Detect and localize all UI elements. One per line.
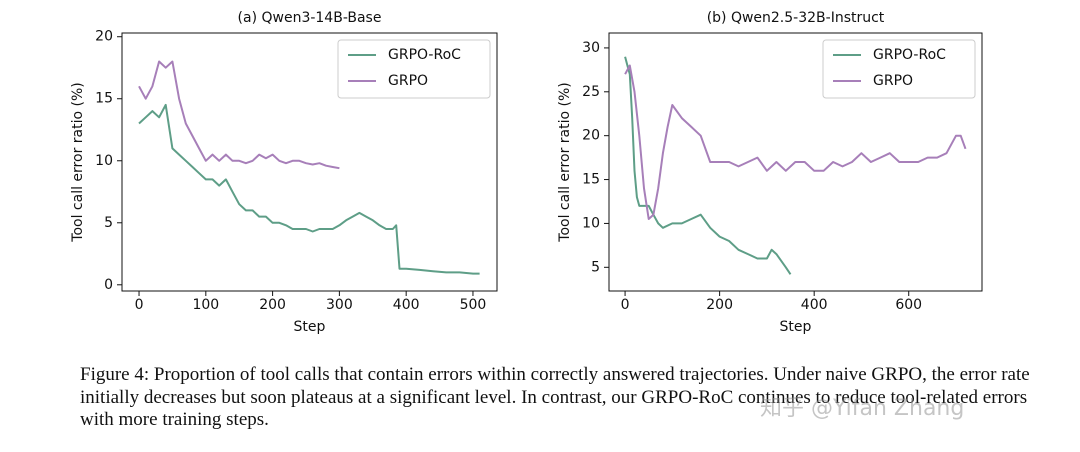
x-tick-label: 400 (801, 297, 828, 313)
axes-frame (121, 32, 498, 292)
figure-caption: Figure 4: Proportion of tool calls that … (80, 364, 1030, 430)
y-tick-label: 15 (95, 91, 113, 107)
watermark: 知乎 @Yifan Zhang (760, 396, 965, 421)
chart-title: (a) Qwen3-14B-Base (238, 10, 382, 26)
chart-title: (b) Qwen2.5-32B-Instruct (707, 10, 885, 26)
legend-label: GRPO-RoC (388, 47, 461, 63)
x-tick-label: 0 (135, 297, 144, 313)
y-tick-label: 20 (95, 29, 113, 45)
x-tick-label: 100 (192, 297, 219, 313)
x-tick-label: 400 (393, 297, 420, 313)
legend-label: GRPO (873, 73, 913, 89)
y-tick-label: 30 (582, 40, 600, 56)
x-tick-label: 200 (706, 297, 733, 313)
x-axis-label: Step (294, 319, 326, 335)
x-tick-label: 500 (460, 297, 487, 313)
y-tick-label: 5 (591, 259, 600, 275)
x-tick-label: 600 (895, 297, 922, 313)
y-tick-label: 20 (582, 128, 600, 144)
y-tick-label: 15 (582, 172, 600, 188)
y-axis-label: Tool call error ratio (%) (557, 82, 573, 242)
y-axis-label: Tool call error ratio (%) (70, 82, 86, 242)
legend-label: GRPO-RoC (873, 47, 946, 63)
x-tick-label: 300 (326, 297, 353, 313)
y-tick-label: 25 (582, 84, 600, 100)
y-tick-label: 0 (104, 277, 113, 293)
x-tick-label: 0 (621, 297, 630, 313)
line-series (624, 56, 792, 275)
axes-frame (608, 32, 983, 292)
line-series (138, 60, 340, 170)
legend-label: GRPO (388, 73, 428, 89)
line-series (138, 103, 480, 275)
y-tick-label: 5 (104, 215, 113, 231)
y-tick-label: 10 (582, 215, 600, 231)
line-series (624, 64, 967, 220)
y-tick-label: 10 (95, 153, 113, 169)
x-axis-label: Step (780, 319, 812, 335)
x-tick-label: 200 (259, 297, 286, 313)
